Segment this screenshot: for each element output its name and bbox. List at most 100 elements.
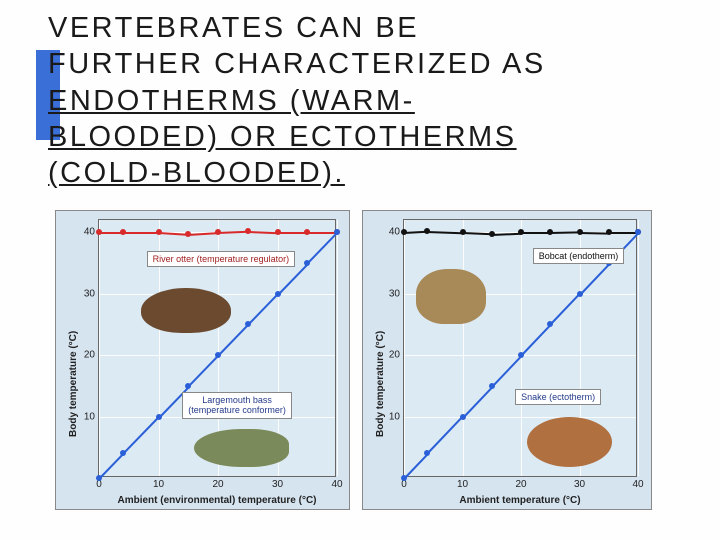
series-point [401, 475, 407, 481]
ytick-label: 20 [389, 350, 400, 361]
xtick-label: 30 [272, 479, 283, 490]
series-segment [521, 232, 550, 234]
xtick-label: 40 [632, 479, 643, 490]
series-segment [278, 232, 308, 234]
series-point [460, 414, 466, 420]
series-segment [550, 232, 579, 235]
series-segment [427, 417, 464, 455]
series-point [304, 229, 310, 235]
series-point [401, 229, 407, 235]
series-label-conformer: Largemouth bass(temperature conformer) [182, 392, 292, 419]
series-point [518, 229, 524, 235]
series-point [156, 414, 162, 420]
x-axis-label: Ambient temperature (°C) [403, 495, 637, 506]
series-point [547, 321, 553, 327]
series-segment [188, 355, 219, 387]
series-segment [579, 232, 608, 235]
series-segment [609, 232, 638, 234]
series-point [96, 475, 102, 481]
series-point [304, 260, 310, 266]
title-line: BLOODED) OR ECTOTHERMS [48, 121, 517, 153]
series-segment [248, 231, 278, 234]
gridline-v [463, 220, 464, 476]
gridline-v [638, 220, 639, 476]
series-point [275, 291, 281, 297]
series-segment [158, 232, 188, 236]
series-segment [247, 294, 278, 326]
snake-illustration [527, 417, 612, 467]
ytick-label: 40 [84, 227, 95, 238]
series-point [275, 229, 281, 235]
title-line: (COLD-BLOODED). [48, 157, 345, 189]
series-point [547, 229, 553, 235]
series-segment [307, 233, 338, 265]
series-segment [307, 232, 337, 234]
otter-illustration [141, 288, 231, 333]
bass-illustration [194, 429, 289, 467]
series-point [334, 229, 340, 235]
charts-row: 10203040010203040River otter (temperatur… [55, 210, 652, 510]
series-point [606, 229, 612, 235]
ytick-label: 10 [84, 411, 95, 422]
series-point [577, 291, 583, 297]
series-segment [520, 325, 551, 357]
series-segment [217, 325, 248, 357]
title-line: FURTHER CHARACTERIZED AS [48, 48, 546, 80]
series-point [489, 231, 495, 237]
series-segment [462, 386, 493, 418]
gridline-v [99, 220, 100, 476]
series-point [120, 450, 126, 456]
xtick-label: 10 [457, 479, 468, 490]
series-segment [123, 232, 159, 234]
series-point [518, 352, 524, 358]
series-point [245, 228, 251, 234]
series-label-regulator: River otter (temperature regulator) [147, 251, 296, 267]
series-point [577, 229, 583, 235]
series-point [96, 229, 102, 235]
series-point [245, 321, 251, 327]
xtick-label: 20 [515, 479, 526, 490]
bobcat-illustration [416, 269, 486, 324]
ytick-label: 40 [389, 227, 400, 238]
series-segment [122, 417, 159, 455]
ytick-label: 20 [84, 350, 95, 361]
series-segment [403, 454, 428, 480]
series-point [215, 229, 221, 235]
gridline-v [337, 220, 338, 476]
plot-area: 10203040010203040River otter (temperatur… [98, 219, 336, 477]
series-segment [277, 263, 308, 295]
series-point [156, 229, 162, 235]
series-point [489, 383, 495, 389]
plot-area: 10203040010203040Bobcat (endotherm)Snake… [403, 219, 637, 477]
series-point [215, 352, 221, 358]
title-line: ENDOTHERMS (WARM- [48, 85, 415, 117]
title-line: VERTEBRATES CAN BE [48, 12, 419, 44]
series-point [185, 383, 191, 389]
series-point [635, 229, 641, 235]
series-point [185, 231, 191, 237]
ytick-label: 10 [389, 411, 400, 422]
ytick-label: 30 [84, 288, 95, 299]
y-axis-label: Body temperature (°C) [375, 331, 386, 437]
series-point [424, 228, 430, 234]
series-segment [427, 231, 462, 234]
series-point [120, 229, 126, 235]
chart-right: 10203040010203040Bobcat (endotherm)Snake… [362, 210, 652, 510]
x-axis-label: Ambient (environmental) temperature (°C) [98, 495, 336, 506]
series-segment [98, 454, 123, 480]
series-segment [491, 355, 522, 387]
xtick-label: 20 [212, 479, 223, 490]
series-point [424, 450, 430, 456]
series-point [460, 229, 466, 235]
ytick-label: 30 [389, 288, 400, 299]
gridline-v [521, 220, 522, 476]
series-segment [550, 294, 581, 326]
xtick-label: 30 [574, 479, 585, 490]
series-label-ectotherm: Snake (ectotherm) [515, 389, 601, 405]
series-segment [188, 232, 218, 236]
y-axis-label: Body temperature (°C) [68, 331, 79, 437]
gridline-v [404, 220, 405, 476]
page-title: VERTEBRATES CAN BE FURTHER CHARACTERIZED… [48, 10, 700, 191]
gridline-h [404, 417, 636, 418]
xtick-label: 10 [153, 479, 164, 490]
